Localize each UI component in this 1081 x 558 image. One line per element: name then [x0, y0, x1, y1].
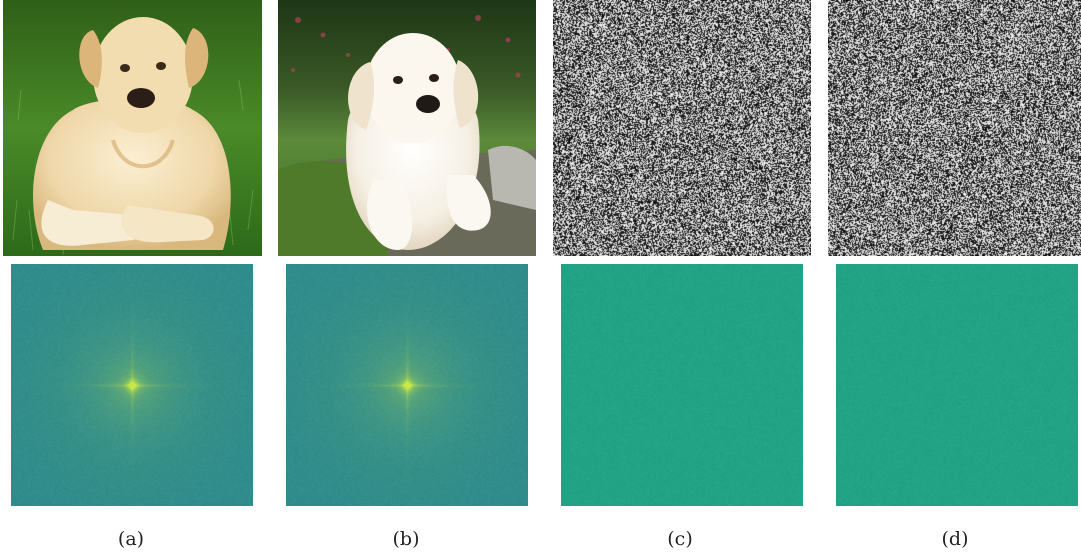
caption-b: (b) — [392, 528, 420, 550]
fourier-spectrum — [286, 264, 528, 506]
panel-b-spectrum — [286, 264, 528, 506]
panel-a-photo — [3, 0, 262, 256]
panel-d-noise — [828, 0, 1081, 256]
panel-c-noise — [553, 0, 811, 256]
caption-c: (c) — [667, 528, 693, 550]
panel-b-photo — [278, 0, 536, 256]
caption-d: (d) — [941, 528, 969, 550]
labrador-photo — [3, 0, 262, 256]
puppy-photo — [278, 0, 536, 256]
fourier-spectrum — [561, 264, 803, 506]
panel-c-spectrum — [561, 264, 803, 506]
panel-a-spectrum — [11, 264, 253, 506]
fourier-spectrum — [11, 264, 253, 506]
noise-image — [553, 0, 811, 256]
noise-image — [828, 0, 1081, 256]
panel-d-spectrum — [836, 264, 1078, 506]
caption-a: (a) — [117, 528, 145, 550]
fourier-spectrum — [836, 264, 1078, 506]
